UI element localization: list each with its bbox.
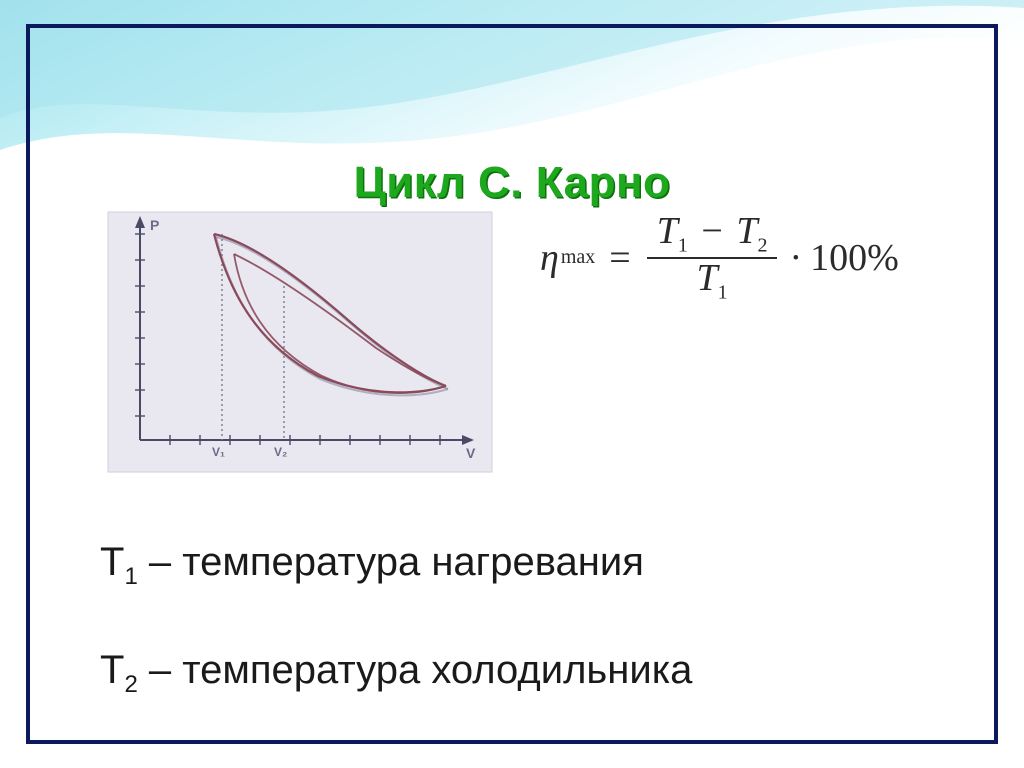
svg-text:V₁: V₁ xyxy=(212,445,225,459)
efficiency-formula: ηmax = T1 − T2 T1 · 100% xyxy=(540,212,960,303)
content-area: Цикл С. Карно PVV₁V₂ ηmax = T1 − T2 T1 ·… xyxy=(0,0,1024,768)
t2-symbol: T xyxy=(100,648,124,692)
equals-sign: = xyxy=(609,236,630,280)
numerator: T1 − T2 xyxy=(647,212,778,257)
legend-t1: T1 – температура нагревания xyxy=(100,540,644,591)
t2-sub: 2 xyxy=(124,671,137,698)
t1-text: – температура нагревания xyxy=(138,540,644,584)
t1-symbol: T xyxy=(100,540,124,584)
eta-subscript: max xyxy=(561,246,595,269)
denominator: T1 xyxy=(687,259,738,304)
legend-t2: T2 – температура холодильника xyxy=(100,648,692,699)
carnot-pv-chart: P V V₁ V₂ xyxy=(100,200,500,500)
t1-sub: 1 xyxy=(124,563,137,590)
t2-text: – температура холодильника xyxy=(138,648,693,692)
multiply-dot: · xyxy=(789,236,802,280)
fraction: T1 − T2 T1 xyxy=(647,212,778,303)
svg-text:V: V xyxy=(466,445,476,461)
svg-text:P: P xyxy=(150,217,159,233)
hundred-percent: 100% xyxy=(810,236,899,280)
eta-symbol: η xyxy=(540,236,559,280)
svg-text:V₂: V₂ xyxy=(274,445,287,459)
